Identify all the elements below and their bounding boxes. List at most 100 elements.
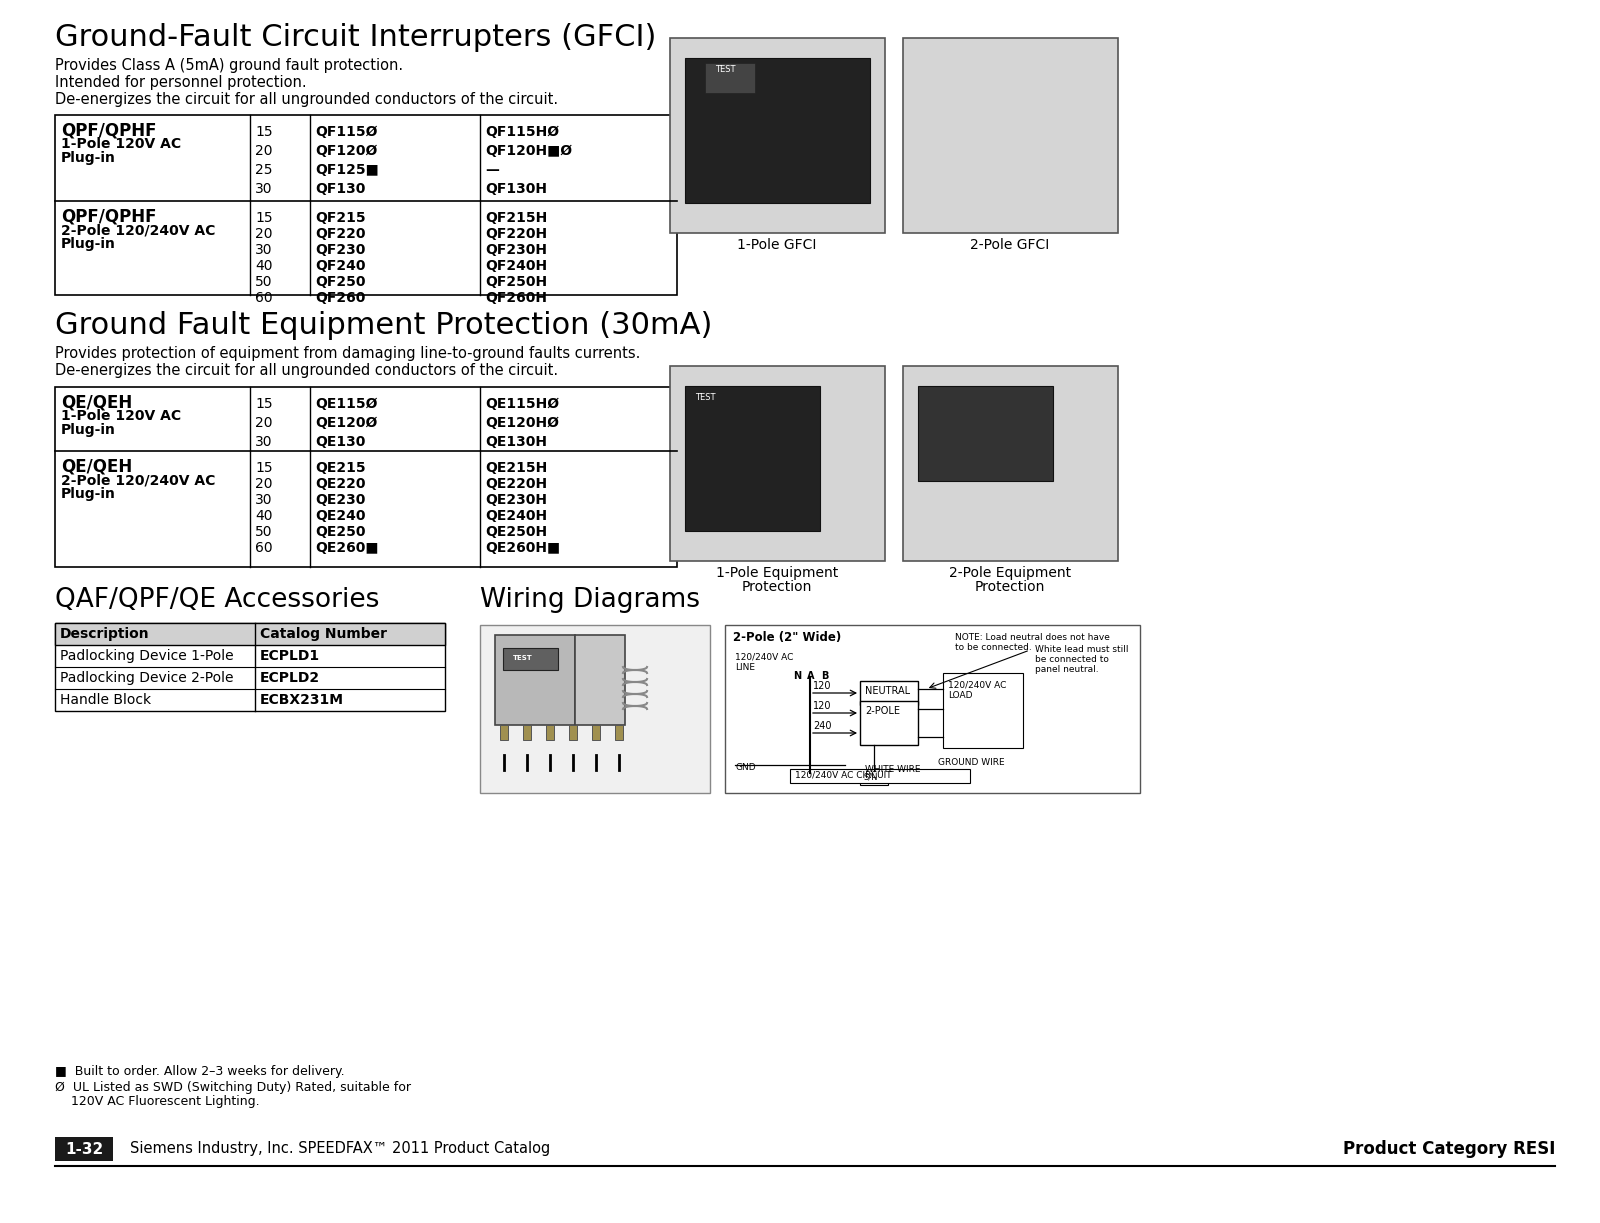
Text: De-energizes the circuit for all ungrounded conductors of the circuit.: De-energizes the circuit for all ungroun… — [54, 363, 558, 378]
Text: 120/240V AC CIRCUIT: 120/240V AC CIRCUIT — [795, 770, 891, 780]
Text: QE220H: QE220H — [485, 477, 547, 490]
Text: N: N — [794, 671, 802, 681]
Bar — [706, 64, 755, 93]
Text: QE230: QE230 — [315, 493, 365, 508]
Text: panel neutral.: panel neutral. — [1035, 665, 1099, 674]
Text: ECPLD1: ECPLD1 — [259, 649, 320, 663]
Text: QE215: QE215 — [315, 461, 366, 475]
Text: —: — — [485, 163, 499, 177]
Text: QE260■: QE260■ — [315, 541, 379, 555]
Text: 50: 50 — [254, 525, 272, 539]
Text: QF250: QF250 — [315, 275, 365, 289]
Text: 120V AC Fluorescent Lighting.: 120V AC Fluorescent Lighting. — [54, 1095, 259, 1108]
Text: QF230: QF230 — [315, 243, 365, 257]
Text: Plug-in: Plug-in — [61, 423, 115, 437]
Bar — [861, 681, 918, 704]
Text: QF240: QF240 — [315, 259, 365, 273]
Text: White lead must still: White lead must still — [1035, 645, 1128, 654]
Text: LOAD: LOAD — [947, 691, 973, 700]
Text: Plug-in: Plug-in — [61, 150, 115, 165]
Text: 30: 30 — [254, 435, 272, 449]
Text: QF120Ø: QF120Ø — [315, 144, 378, 158]
Text: QE250H: QE250H — [485, 525, 547, 539]
Bar — [499, 725, 509, 740]
Bar — [725, 625, 1139, 793]
Text: 15: 15 — [254, 461, 272, 475]
Text: Plug-in: Plug-in — [61, 487, 115, 501]
Bar — [54, 386, 677, 567]
Text: QF115HØ: QF115HØ — [485, 125, 558, 139]
Text: QAF/QPF/QE Accessories: QAF/QPF/QE Accessories — [54, 587, 379, 613]
Text: 20: 20 — [254, 416, 272, 430]
Text: A: A — [806, 671, 814, 681]
Text: QE/QEH: QE/QEH — [61, 457, 133, 475]
Text: 30: 30 — [254, 493, 272, 508]
Text: QE/QEH: QE/QEH — [61, 393, 133, 411]
Bar — [685, 386, 819, 531]
Text: 240: 240 — [813, 722, 832, 731]
Text: QF215: QF215 — [315, 212, 366, 225]
Text: 1-Pole 120V AC: 1-Pole 120V AC — [61, 408, 181, 423]
Text: 40: 40 — [254, 259, 272, 273]
Text: 1-Pole 120V AC: 1-Pole 120V AC — [61, 137, 181, 150]
Text: Wiring Diagrams: Wiring Diagrams — [480, 587, 701, 613]
Bar — [670, 366, 885, 561]
Text: 120: 120 — [813, 681, 832, 691]
Text: ECBX231M: ECBX231M — [259, 693, 344, 707]
Text: TEST: TEST — [514, 656, 533, 660]
Bar — [902, 366, 1118, 561]
Text: to be connected.: to be connected. — [955, 643, 1032, 652]
Text: 2-Pole 120/240V AC: 2-Pole 120/240V AC — [61, 473, 216, 487]
Text: QF120H■Ø: QF120H■Ø — [485, 144, 573, 158]
Text: 15: 15 — [254, 212, 272, 225]
Text: QF230H: QF230H — [485, 243, 547, 257]
Bar — [592, 725, 600, 740]
Text: GND: GND — [734, 763, 755, 772]
Bar — [685, 57, 870, 203]
Text: Ø  UL Listed as SWD (Switching Duty) Rated, suitable for: Ø UL Listed as SWD (Switching Duty) Rate… — [54, 1081, 411, 1095]
Text: QE215H: QE215H — [485, 461, 547, 475]
Bar — [494, 635, 574, 725]
Bar — [502, 648, 558, 670]
Text: 1-Pole GFCI: 1-Pole GFCI — [738, 238, 816, 252]
Text: 2-POLE: 2-POLE — [866, 706, 899, 715]
Text: QPF/QPHF: QPF/QPHF — [61, 121, 157, 139]
Bar — [54, 1137, 114, 1161]
Text: LINE: LINE — [734, 663, 755, 671]
Bar — [614, 725, 622, 740]
Text: QE130H: QE130H — [485, 435, 547, 449]
Text: 60: 60 — [254, 541, 272, 555]
Bar — [902, 38, 1118, 234]
Text: QF215H: QF215H — [485, 212, 547, 225]
Text: QE120HØ: QE120HØ — [485, 416, 558, 430]
Text: 120: 120 — [813, 701, 832, 711]
Bar — [942, 673, 1022, 748]
Text: Intended for personnel protection.: Intended for personnel protection. — [54, 75, 307, 91]
Text: 20: 20 — [254, 144, 272, 158]
Text: Product Category RESI: Product Category RESI — [1342, 1140, 1555, 1158]
Bar — [54, 623, 445, 711]
Text: Siemens Industry, Inc. SPEEDFAX™ 2011 Product Catalog: Siemens Industry, Inc. SPEEDFAX™ 2011 Pr… — [130, 1141, 550, 1157]
Bar — [54, 623, 445, 645]
Text: 2-Pole 120/240V AC: 2-Pole 120/240V AC — [61, 223, 216, 237]
Text: QF260: QF260 — [315, 291, 365, 305]
Text: Plug-in: Plug-in — [61, 237, 115, 251]
Text: Catalog Number: Catalog Number — [259, 627, 387, 641]
Text: QE240: QE240 — [315, 509, 365, 523]
Text: ECPLD2: ECPLD2 — [259, 671, 320, 685]
Text: 15: 15 — [254, 125, 272, 139]
Text: Ground-Fault Circuit Interrupters (GFCI): Ground-Fault Circuit Interrupters (GFCI) — [54, 23, 656, 53]
Bar — [918, 386, 1053, 481]
Text: 20: 20 — [254, 477, 272, 490]
Text: be connected to: be connected to — [1035, 656, 1109, 664]
Text: Padlocking Device 2-Pole: Padlocking Device 2-Pole — [61, 671, 234, 685]
Text: S/N: S/N — [862, 773, 877, 781]
Text: Ground Fault Equipment Protection (30mA): Ground Fault Equipment Protection (30mA) — [54, 311, 712, 340]
Bar — [546, 725, 554, 740]
Text: ■  Built to order. Allow 2–3 weeks for delivery.: ■ Built to order. Allow 2–3 weeks for de… — [54, 1065, 344, 1077]
Text: 120/240V AC: 120/240V AC — [947, 681, 1006, 690]
Text: Protection: Protection — [742, 580, 813, 594]
Text: QE240H: QE240H — [485, 509, 547, 523]
Bar — [523, 725, 531, 740]
Text: GROUND WIRE: GROUND WIRE — [938, 758, 1005, 767]
